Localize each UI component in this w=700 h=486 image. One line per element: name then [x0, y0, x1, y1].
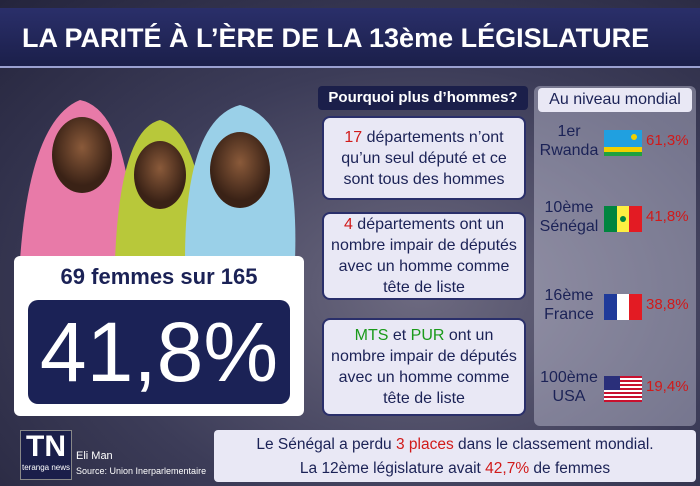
photo [20, 100, 296, 260]
percentage: 41,8% [646, 208, 689, 225]
text-run: PUR [410, 327, 445, 344]
percentage: 19,4% [646, 378, 689, 395]
footer-line: Le Sénégal a perdu 3 places dans le clas… [214, 433, 696, 457]
country: USA [552, 388, 586, 405]
flag-svg [604, 130, 642, 156]
ranking-entry: 1er Rwanda 61,3% [534, 118, 696, 168]
reason-text: MTS et PUR ont un nombre impair de déput… [328, 325, 520, 409]
footer-line: La 12ème législature avait 42,7% de femm… [214, 457, 696, 481]
text-run: La 12ème législature avait [299, 460, 486, 477]
reason-text: 17 départements n’ont qu’un seul député … [328, 127, 520, 190]
flag-svg [604, 294, 642, 320]
text-run: Le Sénégal a perdu [256, 436, 396, 453]
footer: Le Sénégal a perdu 3 places dans le clas… [214, 430, 696, 482]
rank: 100ème [540, 369, 598, 386]
rank-block: 100ème USA [536, 368, 602, 406]
title: LA PARITÉ À L’ÈRE DE LA 13ème LÉGISLATUR… [0, 8, 700, 68]
ranking-entry: 16ème France 38,8% [534, 282, 696, 332]
text-run: ont un nombre impair de députés avec un … [331, 327, 517, 407]
text-run: départements ont un nombre impair de dép… [331, 216, 517, 296]
flag [604, 294, 642, 320]
country: France [544, 306, 594, 323]
world-panel: Au niveau mondial 1er Rwanda 61,3% 10ème Sén… [534, 86, 696, 426]
text-run: 42,7% [485, 460, 530, 477]
text-run: 4 [343, 216, 353, 233]
author: Eli Man [76, 450, 113, 462]
rank: 10ème [544, 199, 594, 216]
text-run: départements n’ont qu’un seul député et … [341, 128, 507, 188]
source: Source: Union Inerparlementaire [76, 466, 207, 476]
ranking-entry: 100ème USA 19,4% [534, 364, 696, 414]
percentage: 61,3% [646, 132, 689, 149]
rank: 1er [557, 123, 581, 140]
logo: TN teranga news [20, 430, 72, 480]
ranking-entry: 10ème Sénégal 41,8% [534, 194, 696, 244]
text-run: dans le classement mondial. [453, 436, 654, 453]
text-run: et [388, 327, 411, 344]
big-value: 41,8% [28, 300, 290, 404]
summary-box: 69 femmes sur 165 41,8% [14, 256, 304, 416]
reason-box: 17 départements n’ont qu’un seul député … [322, 116, 526, 200]
rank: 16ème [544, 287, 594, 304]
logo-sub: teranga news [21, 463, 71, 472]
text-run: 3 places [396, 436, 454, 453]
rank-block: 16ème France [536, 286, 602, 324]
world-heading: Au niveau mondial [538, 88, 692, 112]
reason-text: 4 départements ont un nombre impair de d… [328, 214, 520, 298]
flag-svg [604, 206, 642, 232]
reasons-heading: Pourquoi plus d’hommes? [318, 86, 528, 110]
rank-block: 1er Rwanda [536, 122, 602, 160]
percentage: 38,8% [646, 296, 689, 313]
flag-svg [604, 376, 642, 402]
summary-heading: 69 femmes sur 165 [60, 264, 258, 289]
flag [604, 130, 642, 156]
text-run: MTS [354, 327, 389, 344]
country: Rwanda [539, 142, 599, 159]
text-run: de femmes [529, 460, 611, 477]
text-run: 17 [344, 128, 363, 146]
logo-text: TN [26, 430, 66, 463]
reason-box: MTS et PUR ont un nombre impair de déput… [322, 318, 526, 416]
rank-block: 10ème Sénégal [536, 198, 602, 236]
flag [604, 376, 642, 402]
flag [604, 206, 642, 232]
country: Sénégal [539, 218, 599, 235]
reason-box: 4 départements ont un nombre impair de d… [322, 212, 526, 300]
